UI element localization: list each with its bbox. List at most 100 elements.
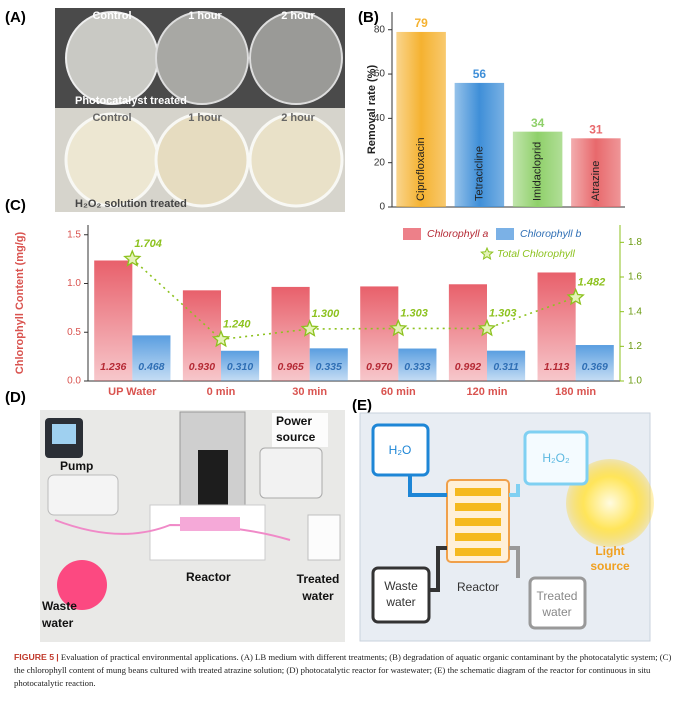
- legend-label: Chlorophyll a: [427, 228, 488, 240]
- photo-label: Pump: [60, 459, 93, 473]
- legend-label: Chlorophyll b: [520, 228, 581, 240]
- bar: [575, 345, 614, 381]
- y-tick-label: 80: [374, 24, 386, 35]
- diagram-label: H₂O: [389, 443, 412, 457]
- line: [131, 258, 576, 341]
- treated-tank: [528, 576, 587, 630]
- bar: [309, 348, 348, 381]
- diagram-label: water: [541, 605, 571, 619]
- dish-label: Control: [92, 10, 131, 22]
- line-marker: [477, 318, 497, 337]
- y-tick-label: 1.5: [67, 229, 81, 240]
- panel-label: (B): [358, 9, 379, 26]
- treated-beaker: [307, 514, 341, 561]
- reactor-plate: [149, 504, 266, 561]
- y2-tick-label: 1.0: [628, 376, 642, 387]
- bar: [221, 350, 260, 381]
- value-label: 0.310: [227, 361, 253, 373]
- flow-arrow: [509, 546, 520, 578]
- x-tick-label: 0 min: [207, 386, 236, 398]
- value-label: 34: [531, 116, 545, 130]
- value-label: 0.369: [582, 361, 608, 373]
- petri-dish: [248, 112, 344, 208]
- value-label: 1.303: [489, 307, 517, 319]
- y-tick-label: 60: [374, 69, 386, 80]
- line-marker: [300, 319, 319, 337]
- value-label: 1.482: [578, 276, 606, 288]
- dish-label: 1 hour: [188, 10, 222, 22]
- row-caption: Photocatalyst treated: [75, 95, 187, 107]
- bar: [448, 284, 487, 381]
- x-tick-label: UP Water: [108, 386, 157, 398]
- flow-arrow: [509, 484, 520, 497]
- petri-dish: [155, 11, 249, 105]
- photo-label: Power: [276, 414, 312, 428]
- y-tick-label: 0.5: [67, 327, 81, 338]
- legend-label: Total Chlorophyll: [497, 248, 575, 260]
- value-label: 56: [473, 67, 487, 81]
- bar: [537, 272, 576, 381]
- diagram-label: Reactor: [457, 580, 499, 594]
- x-tick-label: 30 min: [292, 386, 327, 398]
- dish-label: 2 hour: [281, 112, 315, 124]
- h2o2-tank: [523, 430, 589, 486]
- bar: [182, 290, 221, 381]
- petri-dish: [249, 11, 343, 105]
- value-label: 0.311: [493, 361, 519, 373]
- y-tick-label: 20: [374, 157, 386, 168]
- line-marker: [211, 329, 231, 348]
- category-label: Atrazine: [590, 161, 602, 201]
- bar: [454, 82, 505, 207]
- dish-label: Control: [92, 112, 131, 124]
- y-tick-label: 1.0: [67, 278, 81, 289]
- value-label: 1.113: [544, 361, 570, 373]
- waste-tank: [371, 566, 431, 624]
- diagram-label: source: [590, 559, 630, 573]
- dish-label: 1 hour: [188, 112, 222, 124]
- bar: [271, 286, 310, 381]
- diagram-label: Waste: [384, 579, 418, 593]
- reactor-channels: [455, 488, 501, 556]
- diagram-label: Light: [595, 544, 624, 558]
- bar: [398, 348, 437, 381]
- photo-label: source: [276, 430, 316, 444]
- value-label: 0.333: [404, 361, 430, 373]
- flow-arrow: [429, 546, 447, 592]
- pump-screen: [52, 424, 76, 444]
- y-axis-label: Removal rate (%): [366, 65, 378, 155]
- x-tick-label: 180 min: [555, 386, 596, 398]
- flow-arrow: [408, 475, 447, 497]
- value-label: 0.335: [316, 361, 342, 373]
- category-label: Ciprofloxacin: [415, 137, 427, 201]
- value-label: 1.300: [312, 308, 340, 320]
- pump: [47, 474, 119, 516]
- y-axis-label: Chlorophyll Content (mg/g): [14, 231, 26, 374]
- diagram-label: water: [385, 595, 415, 609]
- panel-label: (A): [5, 9, 26, 26]
- y2-tick-label: 1.6: [628, 272, 642, 283]
- diagram-label: H₂O₂: [542, 451, 570, 465]
- petri-dish: [154, 112, 250, 208]
- dish-label: 2 hour: [281, 10, 315, 22]
- y2-tick-label: 1.2: [628, 341, 642, 352]
- diagram-label: Treated: [537, 589, 578, 603]
- value-label: 1.240: [223, 318, 251, 330]
- y2-tick-label: 1.8: [628, 237, 642, 248]
- legend-marker: [480, 246, 494, 260]
- panel-label: (D): [5, 389, 26, 406]
- value-label: 1.303: [400, 307, 428, 319]
- petri-dish: [64, 112, 160, 208]
- petri-dish: [65, 11, 159, 105]
- category-label: Tetracicline: [473, 146, 485, 201]
- h2o-tank: [371, 423, 430, 477]
- panel-label: (C): [5, 197, 26, 214]
- bar: [132, 335, 171, 381]
- value-label: 0.930: [189, 361, 215, 373]
- bar: [512, 131, 563, 207]
- label-background: [272, 413, 328, 447]
- x-tick-label: 120 min: [467, 386, 508, 398]
- power-supply: [259, 447, 323, 499]
- caption-text: Evaluation of practical environmental ap…: [14, 652, 672, 688]
- reactor-channel: [180, 517, 240, 531]
